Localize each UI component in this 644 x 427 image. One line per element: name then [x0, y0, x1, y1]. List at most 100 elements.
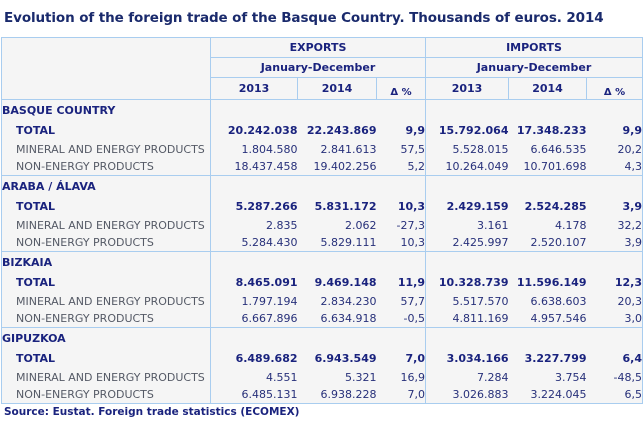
table-row: NON-ENERGY PRODUCTS 6.485.131 6.938.228 7,0… [1, 386, 643, 404]
empty-cell [587, 176, 643, 197]
cell-exports-2014: 6.634.918 [320, 312, 377, 325]
cell-exports-2013: 6.667.896 [241, 312, 298, 325]
cell-exports-2013: 2.835 [266, 219, 298, 232]
cell-imports-delta: 9,9 [622, 124, 643, 137]
cell-imports-2013: 5.528.015 [425, 141, 509, 158]
empty-cell [425, 327, 509, 348]
cell-exports-delta: 5,2 [407, 160, 426, 173]
row-label: NON-ENERGY PRODUCTS [1, 310, 211, 328]
cell-imports-delta: -48,5 [613, 371, 642, 384]
cell-exports-delta: 9,9 [405, 124, 426, 137]
header-imports-period: January-December [425, 57, 643, 78]
cell-imports-2013: 10.264.049 [425, 158, 509, 176]
empty-cell [377, 100, 426, 121]
empty-cell [425, 175, 509, 196]
cell-imports-delta: 32,2 [617, 219, 643, 232]
header-imports: IMPORTS [425, 37, 643, 58]
cell-exports-2013: 6.489.682 [235, 352, 298, 365]
cell-exports-2013: 5.287.266 [235, 200, 298, 213]
cell-imports-2013: 4.811.169 [425, 310, 509, 328]
empty-cell [377, 176, 426, 197]
header-exports-period: January-December [210, 57, 426, 78]
empty-cell [509, 176, 587, 197]
cell-exports-2013: 8.465.091 [235, 276, 298, 289]
cell-imports-2013: 2.429.159 [425, 196, 509, 217]
cell-imports-2013: 10.328.739 [425, 272, 509, 293]
cell-exports-delta: 57,7 [400, 295, 426, 308]
cell-exports-2014: 2.841.613 [320, 143, 377, 156]
section-name: GIPUZKOA [1, 327, 211, 348]
header-exports-delta: Δ % [376, 77, 426, 100]
cell-imports-delta: 6,4 [622, 352, 643, 365]
section-header-row: BASQUE COUNTRY [1, 99, 643, 121]
cell-imports-2013: 3.026.883 [425, 386, 509, 404]
cell-exports-delta: 11,9 [397, 276, 425, 289]
cell-exports-2013: 1.804.580 [241, 143, 298, 156]
section-gipuzkoa: GIPUZKOA TOTAL 6.489.682 6.943.549 7,0 3.034.… [1, 327, 643, 404]
cell-imports-2013: 3.034.166 [425, 348, 509, 369]
table-row: NON-ENERGY PRODUCTS 6.667.896 6.634.918 -0,… [1, 310, 643, 328]
header-exports-2013: 2013 [210, 77, 298, 100]
table-row: NON-ENERGY PRODUCTS 18.437.458 19.402.256 5… [1, 158, 643, 176]
cell-exports-2014: 6.938.228 [320, 388, 377, 401]
header-imports-2014: 2014 [508, 77, 587, 100]
row-label: TOTAL [1, 196, 211, 217]
section-basque-country: BASQUE COUNTRY TOTAL 20.242.038 22.243.869 9… [1, 99, 643, 176]
cell-imports-2014: 11.596.149 [516, 276, 587, 289]
cell-exports-2014: 6.943.549 [314, 352, 377, 365]
section-bizkaia: BIZKAIA TOTAL 8.465.091 9.469.148 11,9 10.328… [1, 251, 643, 328]
cell-exports-2013: 4.551 [266, 371, 298, 384]
total-row: TOTAL 6.489.682 6.943.549 7,0 3.034.166 3.227… [1, 348, 643, 369]
table-row: MINERAL AND ENERGY PRODUCTS 4.551 5.321 16,… [1, 369, 643, 386]
cell-imports-2013: 3.161 [425, 217, 509, 234]
empty-cell [509, 100, 587, 121]
empty-cell [425, 99, 509, 120]
cell-exports-delta: 10,3 [400, 236, 426, 249]
cell-imports-2013: 7.284 [425, 369, 509, 386]
section-header-row: BIZKAIA [1, 251, 643, 273]
cell-imports-2014: 10.701.698 [523, 160, 587, 173]
row-label: TOTAL [1, 348, 211, 369]
cell-exports-2013: 20.242.038 [227, 124, 298, 137]
cell-exports-2014: 9.469.148 [314, 276, 377, 289]
cell-exports-2014: 2.834.230 [320, 295, 377, 308]
cell-exports-delta: 7,0 [407, 388, 426, 401]
header-imports-2013: 2013 [425, 77, 509, 100]
table-row: MINERAL AND ENERGY PRODUCTS 1.797.194 2.83… [1, 293, 643, 310]
cell-imports-delta: 20,2 [617, 143, 643, 156]
row-label: MINERAL AND ENERGY PRODUCTS [1, 217, 211, 234]
section-araba-lava: ARABA / ÁLAVA TOTAL 5.287.266 5.831.172 10,3… [1, 175, 643, 252]
total-row: TOTAL 20.242.038 22.243.869 9,9 15.792.064 17… [1, 120, 643, 141]
empty-cell [509, 252, 587, 273]
cell-exports-2014: 19.402.256 [313, 160, 377, 173]
empty-cell [298, 328, 377, 349]
cell-exports-2014: 5.829.111 [320, 236, 377, 249]
row-label: NON-ENERGY PRODUCTS [1, 386, 211, 404]
cell-imports-2014: 3.754 [555, 371, 587, 384]
empty-cell [298, 252, 377, 273]
cell-exports-delta: -0,5 [403, 312, 425, 325]
cell-imports-2014: 6.638.603 [530, 295, 587, 308]
header-exports: EXPORTS [210, 37, 426, 58]
cell-exports-2014: 2.062 [345, 219, 377, 232]
total-row: TOTAL 5.287.266 5.831.172 10,3 2.429.159 2.52… [1, 196, 643, 217]
cell-exports-2014: 22.243.869 [306, 124, 377, 137]
header-exports-2014: 2014 [297, 77, 377, 100]
cell-exports-2013: 1.797.194 [241, 295, 298, 308]
cell-imports-delta: 20,3 [617, 295, 643, 308]
cell-imports-2014: 17.348.233 [516, 124, 587, 137]
section-name: ARABA / ÁLAVA [1, 175, 211, 196]
cell-exports-2013: 6.485.131 [241, 388, 298, 401]
cell-imports-delta: 3,9 [624, 236, 643, 249]
cell-imports-delta: 3,9 [622, 200, 643, 213]
empty-cell [587, 100, 643, 121]
cell-exports-delta: 57,5 [400, 143, 426, 156]
cell-imports-delta: 3,0 [624, 312, 643, 325]
row-label: TOTAL [1, 272, 211, 293]
total-row: TOTAL 8.465.091 9.469.148 11,9 10.328.739 11.… [1, 272, 643, 293]
cell-imports-2014: 2.520.107 [530, 236, 587, 249]
empty-cell [298, 176, 377, 197]
cell-imports-2013: 15.792.064 [425, 120, 509, 141]
section-header-row: ARABA / ÁLAVA [1, 175, 643, 197]
cell-exports-2013: 18.437.458 [234, 160, 298, 173]
